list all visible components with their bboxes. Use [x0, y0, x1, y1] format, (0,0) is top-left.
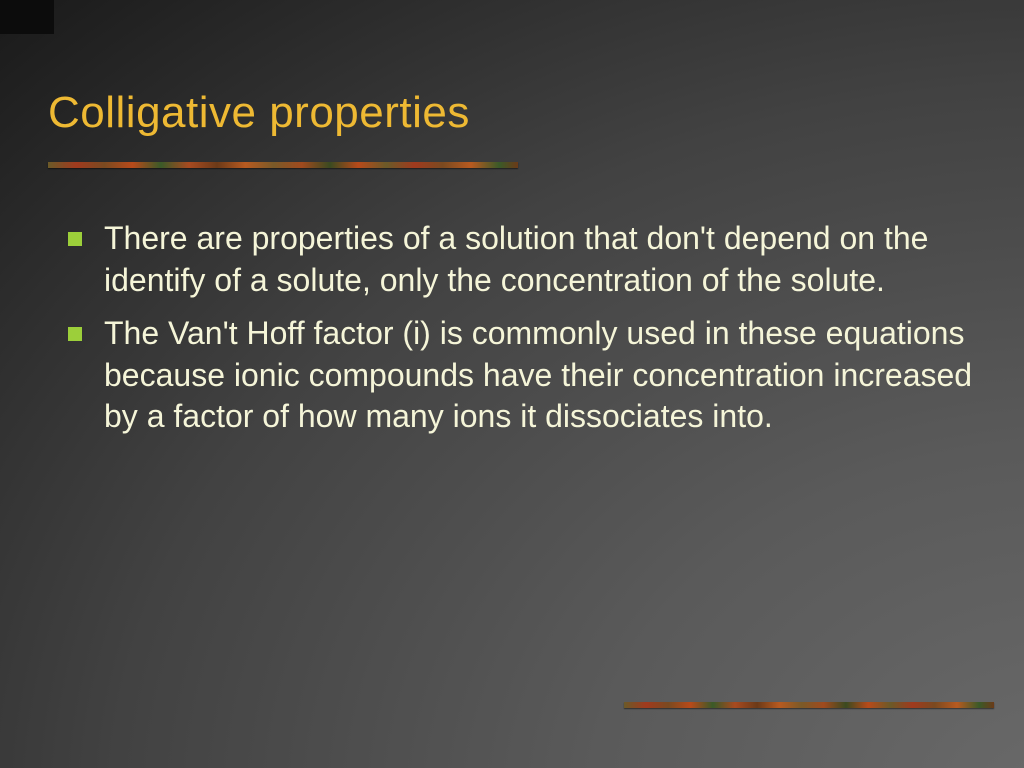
- bullet-item: The Van't Hoff factor (i) is commonly us…: [68, 313, 974, 438]
- footer-underline: [624, 702, 994, 708]
- bullet-marker-icon: [68, 232, 82, 246]
- bullet-marker-icon: [68, 327, 82, 341]
- slide-body: There are properties of a solution that …: [68, 218, 974, 450]
- bullet-item: There are properties of a solution that …: [68, 218, 974, 301]
- bullet-text: There are properties of a solution that …: [104, 218, 974, 301]
- bullet-text: The Van't Hoff factor (i) is commonly us…: [104, 313, 974, 438]
- slide-title: Colligative properties: [48, 88, 470, 138]
- corner-block: [0, 0, 54, 34]
- title-underline: [48, 162, 518, 168]
